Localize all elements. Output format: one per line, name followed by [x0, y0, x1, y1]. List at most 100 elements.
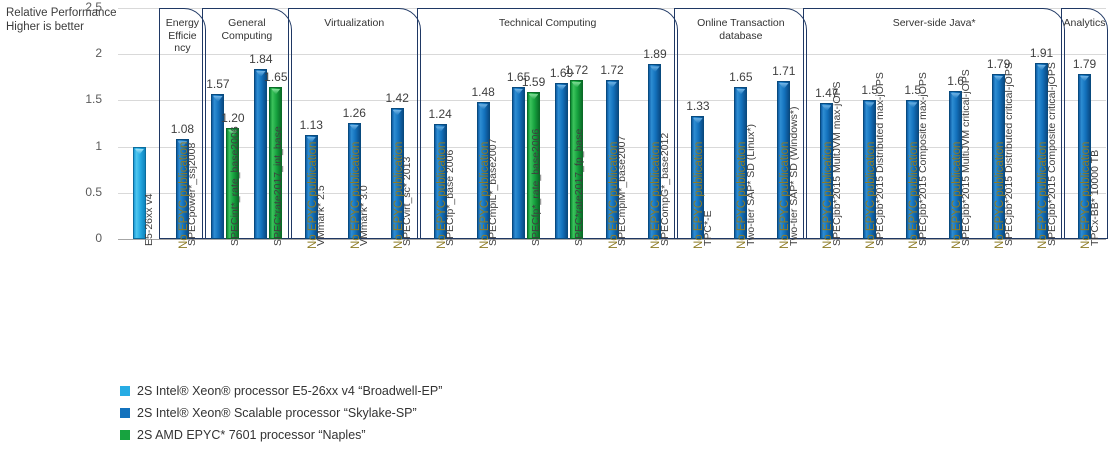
bar-notch-icon: [392, 109, 402, 116]
x-axis-tick-label: SPECfp*_rate_base2006: [530, 128, 543, 246]
bar-body: [1078, 73, 1092, 239]
bar-skylake: [734, 86, 748, 239]
category-group-label-line: ncy: [174, 42, 191, 54]
bar-epyc: [527, 92, 541, 239]
bar-value-label: 1.5: [904, 83, 922, 98]
bar-notch-icon: [822, 105, 832, 112]
plot-area: Energy Efficie ncy General Computing Virtuali…: [118, 8, 1108, 249]
bar-value-label: 1.79: [1072, 56, 1097, 71]
legend-label: 2S Intel® Xeon® Scalable processor “Skyl…: [137, 406, 417, 420]
bar-skylake: [863, 100, 877, 239]
bar-notch-icon: [213, 95, 223, 102]
bar-value-label: 1.47: [815, 86, 839, 101]
bar-value-label: 1.72: [600, 63, 624, 78]
y-axis-tick: 2.5: [85, 0, 102, 14]
x-axis-tick-label: Two-tier SAP* SD (Linux*): [744, 124, 757, 246]
bar-epyc: [570, 80, 584, 239]
x-axis-tick-label: SPECjbb*2015 Composite max-jOPS: [916, 72, 929, 246]
bar-skylake: [476, 102, 490, 239]
bar-body: [605, 80, 619, 239]
y-axis-tick: 1.5: [85, 92, 102, 107]
bar-notch-icon: [1079, 75, 1090, 82]
bar-value-label: 1.69: [549, 65, 574, 80]
bar-skylake: [949, 91, 963, 239]
bar-notch-icon: [177, 141, 188, 148]
bar-value-label: 1.71: [772, 63, 796, 78]
bar-skylake: [992, 73, 1006, 239]
bar-notch-icon: [435, 126, 445, 133]
bar-body: [132, 146, 146, 239]
bar-skylake: [175, 139, 189, 239]
legend-swatch-broadwell: [120, 386, 130, 396]
bar-body: [949, 91, 963, 239]
y-axis-tick: 0.5: [85, 184, 102, 199]
bar-body: [691, 116, 705, 239]
bar-body: [570, 80, 584, 239]
y-axis-title: Relative Performance Higher is better: [6, 6, 118, 34]
bar-value-label: 1.48: [471, 85, 495, 100]
bar-body: [269, 86, 283, 239]
category-group-label: Technical Computing: [417, 17, 679, 30]
bar-body: [304, 134, 318, 239]
x-axis-tick-label: SPECjbb*2015 Distributed max-jOPS: [873, 72, 886, 246]
bar-value-label: 1.5: [861, 83, 879, 98]
bar-notch-icon: [271, 88, 281, 95]
legend-swatch-skylake: [120, 408, 130, 418]
bar-value-label: 1.59: [521, 75, 546, 90]
legend-item-skylake: 2S Intel® Xeon® Scalable processor “Skyl…: [120, 403, 442, 423]
bar-value-label: 1.91: [1029, 45, 1054, 60]
x-axis-tick-label: VMmark* 3.0: [358, 185, 371, 246]
x-axis-tick-label: SPECint*_rate_base2006: [229, 126, 242, 246]
y-axis-tick: 1: [95, 138, 102, 153]
bar-epyc: [226, 128, 240, 239]
bar-value-label: 1.65: [729, 69, 753, 84]
bar-skylake: [1078, 73, 1092, 239]
category-group-label: Server-side Java*: [803, 17, 1065, 30]
bar-notch-icon: [228, 130, 238, 137]
bar-body: [734, 86, 748, 239]
bar-notch-icon: [306, 136, 316, 143]
legend-item-epyc: 2S AMD EPYC* 7601 processor “Naples”: [120, 425, 442, 445]
bar-skylake: [211, 93, 225, 239]
bar-value-label: 1.65: [506, 69, 531, 84]
bar-notch-icon: [1036, 64, 1047, 71]
legend-label: 2S Intel® Xeon® processor E5-26xx v4 “Br…: [137, 384, 443, 398]
bar-broadwell: [132, 146, 146, 239]
bar-value-label: 1.79: [986, 56, 1011, 71]
bar-value-label: 1.20: [221, 111, 245, 126]
bar-notch-icon: [993, 75, 1004, 82]
bar-skylake: [648, 64, 662, 239]
x-axis-tick-label: SPECmpiM*_base2007: [616, 135, 628, 246]
bar-value-label: 1.33: [686, 99, 710, 114]
x-axis-tick-label: SPECjbb*2015 Distributed critical-jOPS: [1002, 62, 1015, 246]
bar-body: [175, 139, 189, 239]
category-group-label-line: database: [719, 29, 763, 42]
bar-notch-icon: [865, 102, 875, 109]
x-axis-tick-label: SPECjbb*2015 MultJVM max-jOPS: [830, 81, 843, 246]
x-axis-tick-label: SPECjbb*2015 MultiJVM critical-jOPS: [959, 69, 972, 246]
bar-body: [226, 128, 240, 239]
category-group-label: Virtualization: [288, 17, 421, 30]
bar-skylake: [555, 82, 569, 239]
category-group-label-line: Efficie: [168, 29, 197, 42]
bar-notch-icon: [571, 82, 582, 89]
bar-body: [863, 100, 877, 239]
legend-item-broadwell: 2S Intel® Xeon® processor E5-26xx v4 “Br…: [120, 381, 442, 401]
bar-value-label: 1.57: [206, 76, 230, 91]
bar-value-label: 1.72: [564, 63, 589, 78]
gridline: [118, 239, 1106, 240]
x-axis-tick-label: SPECompG*_base2012: [658, 132, 671, 246]
category-group-label-line: Server-side Java*: [892, 17, 976, 29]
category-group-label-line: Computing: [221, 29, 273, 42]
y-axis-title-line1: Relative Performance: [6, 7, 117, 19]
x-axis-tick-label: SPECfp*_base 2006: [444, 149, 457, 246]
bar-notch-icon: [134, 148, 145, 155]
bar-notch-icon: [736, 88, 746, 95]
category-group-label: General Computing: [202, 17, 292, 42]
x-axis-tick-label: SPECpower*_ssj2008: [186, 142, 199, 246]
category-group-label-line: Technical Computing: [498, 17, 597, 29]
y-axis-tick: 0: [95, 231, 102, 245]
x-axis-tick-label: Two-tier SAP* SD (Windows*): [787, 106, 800, 246]
bar-body: [476, 102, 490, 239]
legend: 2S Intel® Xeon® processor E5-26xx v4 “Br…: [120, 381, 442, 447]
